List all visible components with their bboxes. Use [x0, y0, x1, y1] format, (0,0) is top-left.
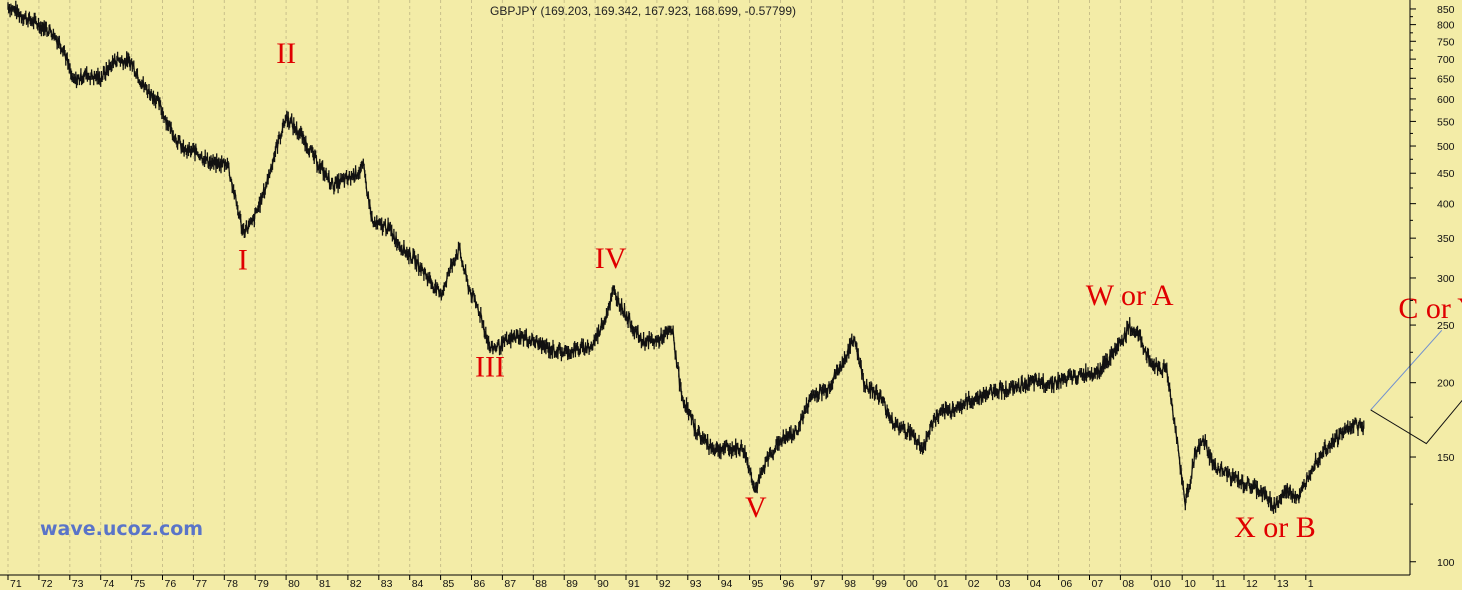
x-tick-label: 13	[1277, 578, 1289, 590]
x-tick-label: 79	[257, 578, 269, 590]
projection-c-line	[1370, 329, 1443, 411]
wave-label: III	[475, 350, 505, 383]
x-tick-label: 00	[906, 578, 918, 590]
x-tick-label: 01	[937, 578, 949, 590]
x-tick-label: 74	[103, 578, 115, 590]
y-tick-label: 550	[1437, 116, 1455, 128]
series-line-0	[7, 0, 1365, 514]
x-tick-label: 91	[628, 578, 640, 590]
x-tick-label: 75	[134, 578, 146, 590]
x-tick-label: 71	[10, 578, 22, 590]
x-tick-label: 83	[381, 578, 393, 590]
x-tick-label: 99	[875, 578, 887, 590]
plot-background	[0, 0, 1410, 575]
x-tick-label: 02	[968, 578, 980, 590]
x-tick-label: 10	[1184, 578, 1196, 590]
x-tick-label: 06	[1061, 578, 1073, 590]
x-tick-label: 92	[659, 578, 671, 590]
projection-lines	[1370, 329, 1462, 445]
x-tick-label: 90	[597, 578, 609, 590]
x-tick-label: 78	[226, 578, 238, 590]
wave-label: I	[238, 244, 248, 277]
wave-label: V	[745, 491, 767, 524]
x-tick-label: 73	[72, 578, 84, 590]
x-tick-label: 03	[999, 578, 1011, 590]
x-tick-label: 95	[752, 578, 764, 590]
x-tick-label: 86	[474, 578, 486, 590]
wave-label: C or Y	[1398, 292, 1462, 325]
x-tick-label: 94	[721, 578, 733, 590]
y-tick-label: 150	[1437, 452, 1455, 464]
price-series	[7, 0, 1365, 514]
y-tick-label: 100	[1437, 557, 1455, 569]
wave-label: II	[276, 37, 296, 70]
x-tick-label: 97	[813, 578, 825, 590]
x-tick-label: 93	[690, 578, 702, 590]
y-tick-label: 650	[1437, 73, 1455, 85]
x-tick-label: 88	[535, 578, 547, 590]
wave-label: IV	[595, 242, 627, 275]
y-tick-label: 300	[1437, 273, 1455, 285]
y-tick-label: 500	[1437, 141, 1455, 153]
x-tick-label: 80	[288, 578, 300, 590]
y-tick-label: 750	[1437, 36, 1455, 48]
x-axis: 71 72 73 74 75 76 77 78 79 80 81 82 83 84 85 86 87 88 89 90…	[7, 575, 1314, 590]
x-tick-label: 12	[1246, 578, 1258, 590]
x-tick-label: 72	[41, 578, 53, 590]
y-tick-label: 400	[1437, 199, 1455, 211]
x-tick-label: 76	[165, 578, 177, 590]
y-axis: 100 150 200 250 300 350 400 450 500 550 600 650 700 7…	[1410, 4, 1455, 569]
y-tick-label: 450	[1437, 168, 1455, 180]
x-tick-label: 11	[1215, 578, 1226, 590]
chart-title: GBPJPY (169.203, 169.342, 167.923, 168.6…	[490, 4, 796, 18]
x-tick-label: 81	[319, 578, 331, 590]
x-tick-label: 1	[1308, 578, 1314, 590]
x-tick-label: 77	[195, 578, 207, 590]
x-tick-label: 96	[783, 578, 795, 590]
x-tick-label: 85	[443, 578, 455, 590]
x-tick-label: 89	[566, 578, 578, 590]
projection-y-line	[1370, 399, 1462, 445]
wave-label: W or A	[1086, 279, 1174, 312]
y-tick-label: 250	[1437, 320, 1455, 332]
wave-label: X or B	[1234, 511, 1316, 544]
y-tick-label: 200	[1437, 378, 1455, 390]
x-tick-label: 08	[1122, 578, 1134, 590]
watermark: wave.ucoz.com	[40, 518, 203, 540]
y-tick-label: 800	[1437, 20, 1455, 32]
x-tick-label: 82	[350, 578, 362, 590]
y-tick-label: 350	[1437, 233, 1455, 245]
y-tick-label: 600	[1437, 94, 1455, 106]
x-tick-label: 87	[504, 578, 516, 590]
x-tick-label: 07	[1092, 578, 1104, 590]
x-tick-label: 04	[1030, 578, 1042, 590]
x-tick-label: 84	[412, 578, 424, 590]
x-tick-label: 98	[844, 578, 856, 590]
x-tick-label: 010	[1153, 578, 1171, 590]
y-tick-label: 850	[1437, 4, 1455, 16]
y-tick-label: 700	[1437, 54, 1455, 66]
